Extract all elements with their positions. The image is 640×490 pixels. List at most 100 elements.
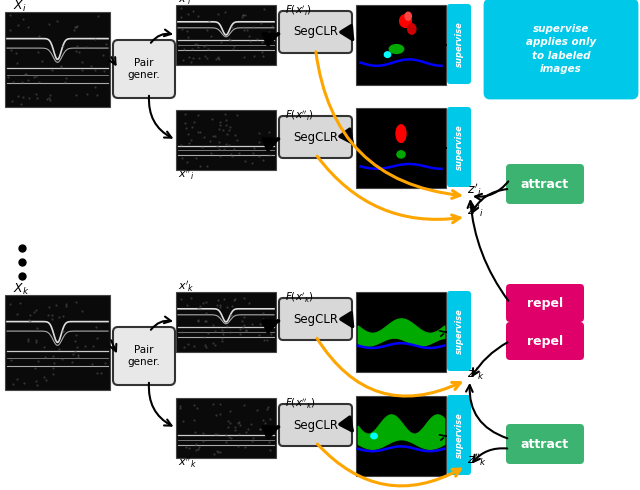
Ellipse shape xyxy=(399,15,412,27)
Point xyxy=(237,317,247,325)
Point xyxy=(17,16,28,24)
Text: $X_i$: $X_i$ xyxy=(13,0,26,14)
Point xyxy=(31,306,41,314)
Point xyxy=(43,311,53,319)
FancyBboxPatch shape xyxy=(506,164,584,204)
Point xyxy=(198,437,208,444)
Text: $x''_i$: $x''_i$ xyxy=(178,167,194,182)
Point xyxy=(82,90,92,98)
Point xyxy=(217,337,227,345)
Point xyxy=(175,404,185,412)
Ellipse shape xyxy=(389,45,404,53)
Point xyxy=(193,304,204,312)
Point xyxy=(15,299,26,307)
Point xyxy=(232,112,243,120)
Point xyxy=(204,17,214,24)
Point xyxy=(232,441,243,449)
Point xyxy=(187,45,197,52)
Point xyxy=(58,312,68,319)
Point xyxy=(33,357,44,365)
Text: attract: attract xyxy=(521,177,569,191)
Point xyxy=(230,131,240,139)
Point xyxy=(255,320,265,328)
Point xyxy=(8,381,18,389)
Text: supervise: supervise xyxy=(454,412,463,458)
Point xyxy=(195,302,205,310)
Point xyxy=(29,308,39,316)
FancyBboxPatch shape xyxy=(5,12,110,107)
Point xyxy=(239,23,249,31)
Point xyxy=(48,370,58,378)
Point xyxy=(23,335,33,343)
Point xyxy=(237,13,247,21)
Point xyxy=(257,48,267,55)
Point xyxy=(3,73,13,81)
Point xyxy=(239,402,249,410)
Point xyxy=(191,40,202,48)
Point xyxy=(32,381,42,389)
Point xyxy=(4,11,15,19)
Point xyxy=(45,96,55,103)
Point xyxy=(184,444,195,452)
FancyBboxPatch shape xyxy=(5,295,110,390)
Point xyxy=(241,326,251,334)
Point xyxy=(208,132,218,140)
Point xyxy=(20,70,30,78)
Point xyxy=(177,56,188,64)
Point xyxy=(183,10,193,18)
Point xyxy=(189,441,200,449)
Point xyxy=(220,110,230,118)
FancyBboxPatch shape xyxy=(356,292,446,372)
Point xyxy=(254,129,264,137)
Point xyxy=(215,303,225,311)
Point xyxy=(74,48,84,56)
Point xyxy=(213,54,223,62)
Point xyxy=(248,149,258,157)
Point xyxy=(223,433,234,441)
Point xyxy=(16,100,26,108)
Point xyxy=(13,21,23,29)
Point xyxy=(206,32,216,40)
Point xyxy=(199,334,209,342)
Text: repel: repel xyxy=(527,335,563,347)
Point xyxy=(244,299,254,307)
Point xyxy=(222,130,232,138)
Point xyxy=(49,359,60,367)
Point xyxy=(241,327,251,335)
Point xyxy=(70,24,81,31)
Point xyxy=(71,298,81,306)
Point xyxy=(235,421,245,429)
Point xyxy=(257,156,268,164)
Point xyxy=(255,425,266,433)
Point xyxy=(184,53,194,61)
Point xyxy=(190,40,200,48)
Point xyxy=(61,302,71,310)
Point xyxy=(186,123,196,131)
Point xyxy=(56,63,67,71)
Point xyxy=(61,300,72,308)
Point xyxy=(208,400,218,408)
Point xyxy=(215,400,225,408)
Point xyxy=(73,351,83,359)
Point xyxy=(193,318,204,325)
Point xyxy=(12,310,22,318)
Point xyxy=(229,296,239,304)
Point xyxy=(247,159,257,167)
Point xyxy=(223,417,233,425)
Point xyxy=(52,17,62,25)
Point xyxy=(181,442,191,450)
Point xyxy=(211,132,221,140)
Text: $x'_i$: $x'_i$ xyxy=(178,0,192,7)
Point xyxy=(29,364,40,372)
Point xyxy=(236,325,246,333)
Point xyxy=(232,419,243,427)
Point xyxy=(182,341,193,348)
Point xyxy=(40,353,51,361)
Point xyxy=(99,67,109,74)
Point xyxy=(186,58,196,66)
Point xyxy=(6,356,16,364)
Point xyxy=(24,94,34,102)
FancyBboxPatch shape xyxy=(447,4,471,84)
Point xyxy=(194,443,204,451)
Point xyxy=(189,118,200,126)
